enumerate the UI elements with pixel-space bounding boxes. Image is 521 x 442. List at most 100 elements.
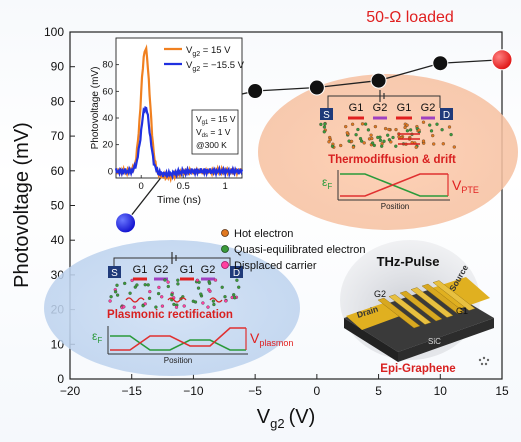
plasmonic-contact-s (108, 266, 121, 278)
carrier-dot (176, 282, 180, 286)
carrier-dot (429, 129, 434, 133)
carrier-dot (147, 296, 152, 300)
plasmonic-contact-g2b-label: G2 (201, 264, 216, 276)
inset-chart: 0 0.5 1 0 20 40 60 80 Photovoltage (mV) Time (n… (90, 37, 245, 206)
carrier-dot (378, 138, 383, 143)
plasmonic-contact-g1-label: G1 (133, 264, 148, 276)
carrier-dot (319, 122, 323, 127)
x-tick-label: 0 (314, 384, 321, 398)
inset-legend-orange: Vg2 = 15 V (186, 45, 231, 58)
carrier-dot (199, 292, 203, 296)
carrier-dot (143, 302, 147, 306)
carrier-dot (170, 293, 174, 297)
carrier-dot (354, 133, 358, 137)
y-tick-label: 80 (51, 94, 65, 108)
carrier-dot (156, 291, 161, 296)
plasmonic-ef-label: εF (92, 329, 102, 345)
carrier-dot (235, 278, 239, 282)
legend-hot-electron: Hot electron (234, 228, 293, 240)
thz-pulse-label: THz-Pulse (377, 254, 440, 269)
y-tick-label: 60 (51, 164, 65, 178)
plasmonic-contact-d (230, 266, 243, 278)
carrier-dot (328, 137, 332, 142)
carrier-dot (380, 144, 384, 148)
inset-y-tick-label: 20 (102, 140, 113, 151)
thermo-contact-s-label: S (323, 110, 330, 121)
carrier-dot (449, 132, 453, 137)
carrier-dot (154, 305, 158, 309)
carrier-dot (146, 283, 150, 287)
x-tick-label: −20 (60, 384, 81, 398)
inset-cond-temp: @300 K (196, 140, 227, 150)
carrier-dot (382, 139, 386, 143)
carrier-dot (143, 283, 147, 287)
carrier-dot (115, 283, 119, 287)
carrier-dot (370, 141, 375, 145)
carrier-dot (387, 138, 392, 142)
inset-legend-blue: Vg2 = −15.5 V (186, 60, 245, 73)
thermo-v-label: VPTE (452, 177, 479, 195)
carrier-dot (376, 135, 380, 140)
thermo-red-band (340, 173, 448, 197)
carrier-dot (391, 135, 395, 140)
gate-fingers (377, 280, 476, 329)
carrier-dot (322, 130, 326, 134)
data-point (308, 79, 325, 96)
carrier-dot (195, 278, 200, 282)
plasmonic-green-band (110, 335, 246, 351)
carrier-dot (363, 122, 368, 126)
substrate-side-left (344, 318, 398, 362)
carrier-dot (108, 299, 112, 303)
carrier-dot (405, 129, 410, 133)
legend-displaced-carrier: Displaced carrier (234, 260, 317, 272)
carrier-dot (349, 139, 354, 144)
carrier-dot (182, 304, 186, 308)
carrier-dot (224, 299, 228, 303)
carrier-dot (160, 304, 165, 308)
carrier-dot (141, 304, 145, 308)
substrate-side-right (398, 318, 494, 362)
carrier-dot (362, 141, 366, 145)
x-tick-label: 10 (434, 384, 448, 398)
carrier-dot (345, 131, 349, 135)
inset-y-tick-label: 40 (102, 113, 113, 124)
carrier-dot (128, 291, 132, 295)
carrier-dot (360, 122, 365, 126)
g2-label: G2 (374, 289, 386, 299)
carrier-dot (193, 300, 198, 304)
drain-pad (346, 303, 400, 330)
carrier-dot (441, 142, 445, 146)
carrier-dot (435, 122, 439, 126)
inset-y-tick-label: 0 (108, 166, 113, 177)
thermo-contact-s (320, 108, 333, 120)
inset-y-tick-label: 60 (102, 86, 113, 97)
graphene-lattice-icon (478, 356, 490, 366)
y-tick-label: 40 (51, 233, 65, 247)
thermodiffusion-panel: S G1 G2 G1 G2 D Thermodiffusion & drift … (258, 74, 518, 230)
carrier-dot (387, 127, 391, 132)
gate-finger (399, 290, 443, 322)
carrier-dot (130, 278, 134, 283)
gate-finger (377, 297, 421, 329)
data-point (115, 212, 137, 234)
quasi-electron-icon (221, 245, 229, 253)
plasmonic-contact-g1b-label: G1 (180, 264, 195, 276)
carrier-dot (330, 144, 335, 148)
carrier-dot (403, 125, 407, 130)
thermo-title: Thermodiffusion & drift (328, 154, 456, 166)
carrier-dot (356, 127, 360, 132)
carrier-dot (174, 305, 179, 309)
plasmonic-red-band (110, 327, 246, 351)
load-annotation: 50-Ω loaded (366, 9, 454, 26)
gate-finger (421, 283, 465, 315)
carrier-dot (207, 281, 212, 285)
material-label: Epi-Graphene (380, 363, 455, 375)
data-point (491, 49, 513, 71)
inset-x-tick-label: 0.5 (177, 181, 190, 192)
carrier-dot (323, 122, 327, 126)
x-tick-label: −15 (122, 384, 143, 398)
carrier-dot (115, 293, 120, 297)
carrier-dot (212, 302, 216, 307)
